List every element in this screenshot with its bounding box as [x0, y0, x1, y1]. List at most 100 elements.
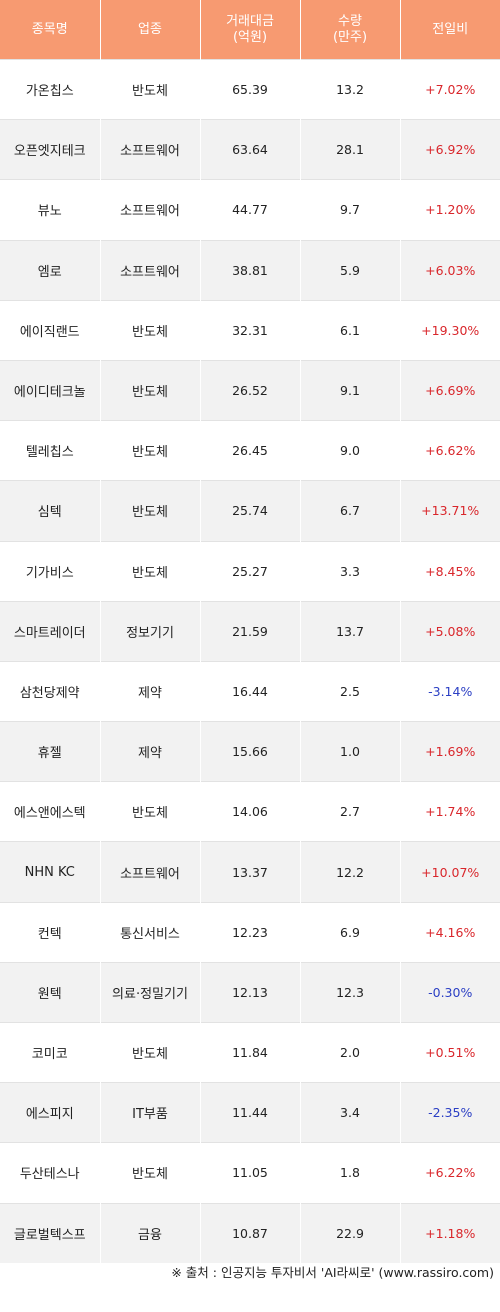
cell-name: 글로벌텍스프 — [0, 1202, 101, 1263]
table-row: 심텍 반도체 25.74 6.7 +13.71% — [0, 480, 500, 541]
cell-name: 휴젤 — [0, 721, 101, 782]
header-change: 전일비 — [400, 0, 500, 60]
cell-name: 에이디테크놀 — [0, 359, 101, 421]
table-row: NHN KC 소프트웨어 13.37 12.2 +10.07% — [0, 841, 500, 903]
cell-name: 원텍 — [0, 961, 101, 1023]
table-row: 휴젤 제약 15.66 1.0 +1.69% — [0, 721, 500, 782]
cell-name: 엠로 — [0, 239, 101, 301]
table-row: 글로벌텍스프 금융 10.87 22.9 +1.18% — [0, 1202, 500, 1263]
cell-amount: 10.87 — [200, 1202, 301, 1263]
cell-amount: 25.27 — [200, 540, 301, 602]
cell-name: 텔레칩스 — [0, 420, 101, 481]
cell-amount: 21.59 — [200, 600, 301, 662]
table-row: 컨텍 통신서비스 12.23 6.9 +4.16% — [0, 901, 500, 963]
cell-volume: 3.4 — [300, 1082, 401, 1143]
cell-amount: 38.81 — [200, 239, 301, 301]
table-row: 에이디테크놀 반도체 26.52 9.1 +6.69% — [0, 359, 500, 421]
cell-sector: 반도체 — [100, 359, 201, 421]
cell-sector: 통신서비스 — [100, 901, 201, 963]
cell-amount: 12.23 — [200, 901, 301, 963]
cell-name: 심텍 — [0, 480, 101, 541]
cell-amount: 15.66 — [200, 721, 301, 782]
cell-volume: 6.7 — [300, 480, 401, 541]
cell-amount: 13.37 — [200, 841, 301, 903]
cell-change: +19.30% — [400, 299, 500, 361]
cell-name: 컨텍 — [0, 901, 101, 963]
cell-volume: 3.3 — [300, 540, 401, 602]
cell-sector: 소프트웨어 — [100, 119, 201, 180]
cell-amount: 25.74 — [200, 480, 301, 541]
table-row: 에스앤에스텍 반도체 14.06 2.7 +1.74% — [0, 781, 500, 842]
table-row: 뷰노 소프트웨어 44.77 9.7 +1.20% — [0, 179, 500, 241]
table-row: 오픈엣지테크 소프트웨어 63.64 28.1 +6.92% — [0, 119, 500, 180]
cell-change: +6.92% — [400, 119, 500, 180]
cell-amount: 16.44 — [200, 660, 301, 722]
table-row: 에이직랜드 반도체 32.31 6.1 +19.30% — [0, 299, 500, 361]
cell-volume: 13.7 — [300, 600, 401, 662]
cell-name: 스마트레이더 — [0, 600, 101, 662]
cell-change: -2.35% — [400, 1082, 500, 1143]
cell-sector: 반도체 — [100, 299, 201, 361]
cell-amount: 11.44 — [200, 1082, 301, 1143]
cell-name: 에스피지 — [0, 1082, 101, 1143]
cell-change: -0.30% — [400, 961, 500, 1023]
cell-name: 삼천당제약 — [0, 660, 101, 722]
table-row: 에스피지 IT부품 11.44 3.4 -2.35% — [0, 1082, 500, 1143]
header-row: 종목명 업종 거래대금 (억원) 수량 (만주) 전일비 — [0, 0, 500, 60]
cell-amount: 26.52 — [200, 359, 301, 421]
cell-sector: 제약 — [100, 660, 201, 722]
cell-change: +6.03% — [400, 239, 500, 301]
cell-amount: 11.84 — [200, 1021, 301, 1083]
table-row: 텔레칩스 반도체 26.45 9.0 +6.62% — [0, 420, 500, 481]
cell-change: +6.69% — [400, 359, 500, 421]
cell-sector: 반도체 — [100, 58, 201, 120]
cell-amount: 32.31 — [200, 299, 301, 361]
cell-change: +6.22% — [400, 1142, 500, 1204]
cell-volume: 22.9 — [300, 1202, 401, 1263]
table-row: 삼천당제약 제약 16.44 2.5 -3.14% — [0, 660, 500, 722]
cell-volume: 9.7 — [300, 179, 401, 241]
cell-volume: 6.1 — [300, 299, 401, 361]
cell-volume: 2.0 — [300, 1021, 401, 1083]
cell-amount: 14.06 — [200, 781, 301, 842]
cell-name: 뷰노 — [0, 179, 101, 241]
header-volume: 수량 (만주) — [300, 0, 401, 60]
cell-change: -3.14% — [400, 660, 500, 722]
cell-amount: 65.39 — [200, 58, 301, 120]
cell-volume: 1.0 — [300, 721, 401, 782]
header-name: 종목명 — [0, 0, 101, 60]
cell-change: +7.02% — [400, 58, 500, 120]
cell-name: 에스앤에스텍 — [0, 781, 101, 842]
cell-change: +8.45% — [400, 540, 500, 602]
cell-name: 가온칩스 — [0, 58, 101, 120]
cell-volume: 2.7 — [300, 781, 401, 842]
source-footer: ※ 출처 : 인공지능 투자비서 'AI라씨로' (www.rassiro.co… — [171, 1265, 494, 1280]
cell-name: 오픈엣지테크 — [0, 119, 101, 180]
table-row: 원텍 의료·정밀기기 12.13 12.3 -0.30% — [0, 961, 500, 1023]
cell-change: +1.74% — [400, 781, 500, 842]
cell-sector: 반도체 — [100, 540, 201, 602]
cell-name: 두산테스나 — [0, 1142, 101, 1204]
cell-sector: 소프트웨어 — [100, 179, 201, 241]
cell-name: 기가비스 — [0, 540, 101, 602]
cell-change: +1.69% — [400, 721, 500, 782]
cell-sector: 반도체 — [100, 781, 201, 842]
cell-sector: 반도체 — [100, 480, 201, 541]
cell-sector: 금융 — [100, 1202, 201, 1263]
cell-sector: 의료·정밀기기 — [100, 961, 201, 1023]
header-sector: 업종 — [100, 0, 201, 60]
cell-volume: 9.0 — [300, 420, 401, 481]
header-amount: 거래대금 (억원) — [200, 0, 301, 60]
cell-sector: 반도체 — [100, 420, 201, 481]
cell-sector: 소프트웨어 — [100, 841, 201, 903]
table-row: 기가비스 반도체 25.27 3.3 +8.45% — [0, 540, 500, 602]
table-header: 종목명 업종 거래대금 (억원) 수량 (만주) 전일비 — [0, 0, 500, 60]
cell-volume: 6.9 — [300, 901, 401, 963]
cell-amount: 63.64 — [200, 119, 301, 180]
cell-name: 에이직랜드 — [0, 299, 101, 361]
table-row: 스마트레이더 정보기기 21.59 13.7 +5.08% — [0, 600, 500, 662]
cell-sector: 제약 — [100, 721, 201, 782]
cell-sector: 반도체 — [100, 1021, 201, 1083]
table-body: 가온칩스 반도체 65.39 13.2 +7.02% 오픈엣지테크 소프트웨어 63.64 28… — [0, 58, 500, 1263]
